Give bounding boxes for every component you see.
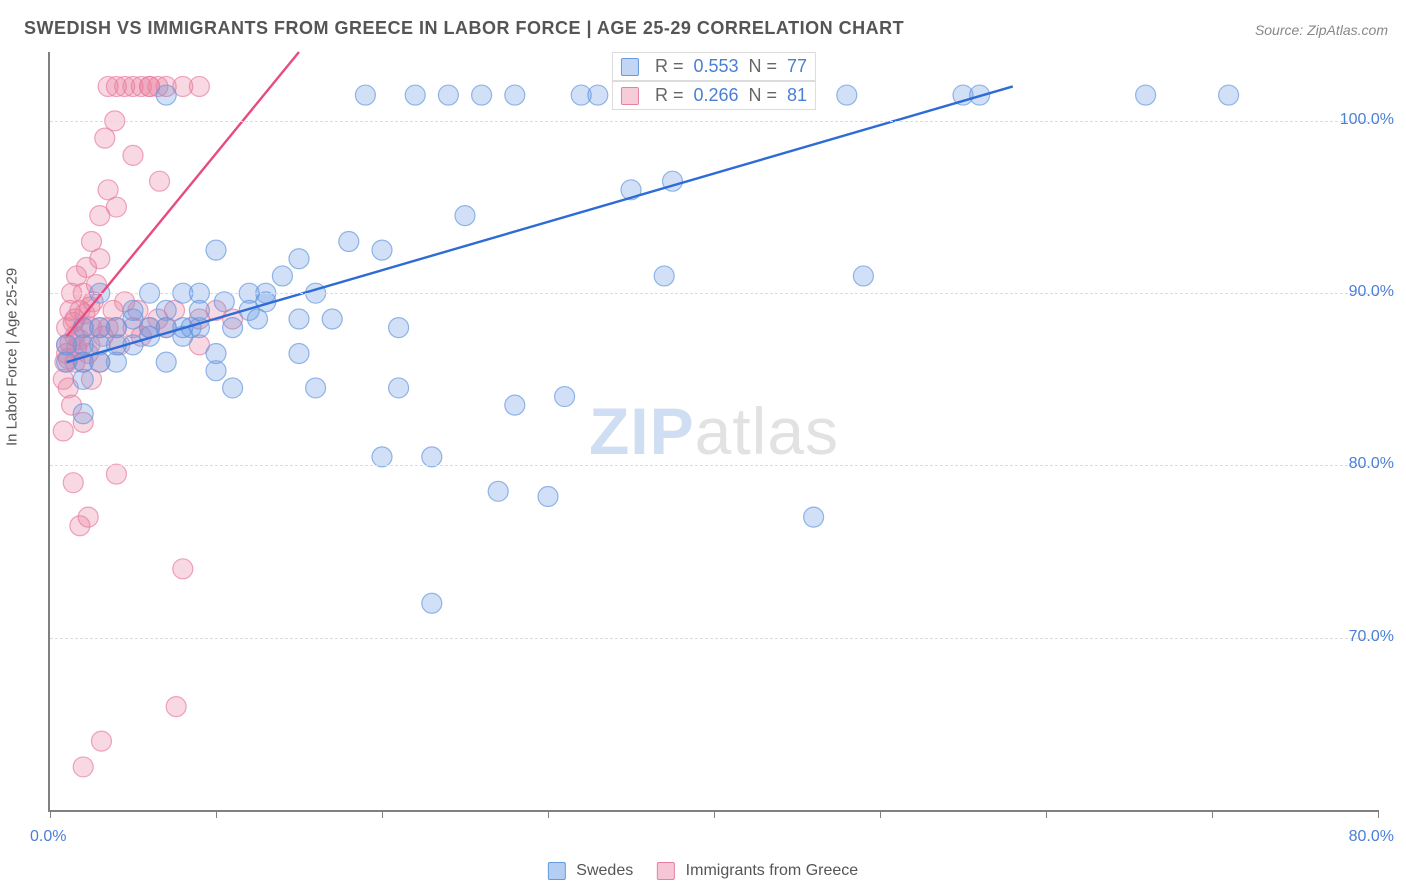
bottom-legend: Swedes Immigrants from Greece xyxy=(548,862,858,880)
y-tick-label: 70.0% xyxy=(1349,628,1394,646)
chart-title: SWEDISH VS IMMIGRANTS FROM GREECE IN LAB… xyxy=(24,18,904,39)
swatch-greece-icon xyxy=(657,862,675,880)
correlation-legend: R = 0.553 N = 77 R = 0.266 N = 81 xyxy=(612,52,816,110)
plot-svg xyxy=(50,52,1378,810)
r-label: R = xyxy=(655,56,684,77)
n-value: 77 xyxy=(787,56,807,77)
r-value: 0.266 xyxy=(693,85,738,106)
x-end-label: 80.0% xyxy=(1349,828,1394,846)
n-label: N = xyxy=(749,56,778,77)
swatch-greece xyxy=(621,87,639,105)
legend-label: Immigrants from Greece xyxy=(686,862,858,879)
x-origin-label: 0.0% xyxy=(30,828,66,846)
corr-row-swedes: R = 0.553 N = 77 xyxy=(612,52,816,81)
r-value: 0.553 xyxy=(693,56,738,77)
source-label: Source: ZipAtlas.com xyxy=(1255,22,1388,38)
y-tick-label: 90.0% xyxy=(1349,283,1394,301)
y-axis-label: In Labor Force | Age 25-29 xyxy=(4,268,21,446)
swatch-swedes xyxy=(621,58,639,76)
plot-area: ZIPatlas R = 0.553 N = 77 R = 0.266 N = … xyxy=(48,52,1378,812)
y-tick-label: 80.0% xyxy=(1349,455,1394,473)
n-label: N = xyxy=(749,85,778,106)
legend-label: Swedes xyxy=(576,862,633,879)
y-tick-label: 100.0% xyxy=(1340,111,1394,129)
r-label: R = xyxy=(655,85,684,106)
n-value: 81 xyxy=(787,85,807,106)
corr-row-greece: R = 0.266 N = 81 xyxy=(612,81,816,110)
swatch-swedes-icon xyxy=(548,862,566,880)
chart-container: SWEDISH VS IMMIGRANTS FROM GREECE IN LAB… xyxy=(0,0,1406,892)
legend-item-swedes: Swedes xyxy=(548,862,633,880)
legend-item-greece: Immigrants from Greece xyxy=(657,862,858,880)
